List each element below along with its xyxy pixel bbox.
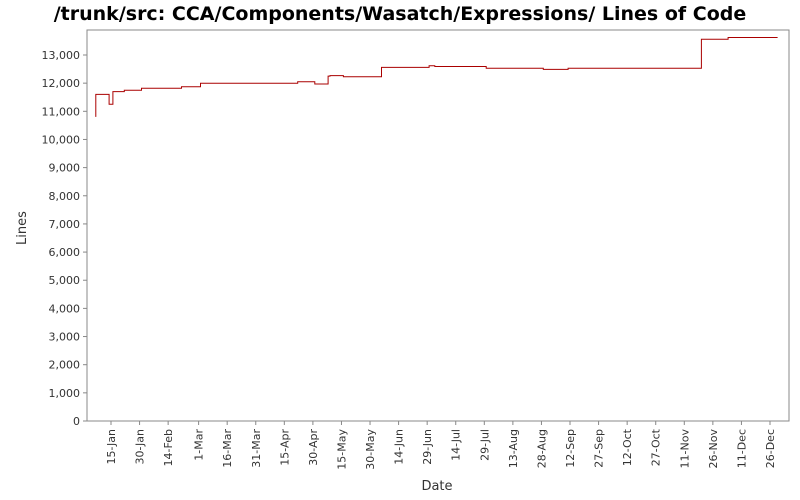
x-tick-label: 29-Jun [421, 429, 434, 465]
y-tick-label: 10,000 [42, 133, 81, 146]
x-tick-label: 14-Jun [393, 429, 406, 465]
y-tick-label: 0 [73, 415, 80, 428]
y-tick-label: 8,000 [49, 190, 81, 203]
x-tick-label: 27-Sep [593, 429, 606, 468]
y-axis-label: Lines [15, 211, 30, 245]
chart-title: /trunk/src: CCA/Components/Wasatch/Expre… [53, 3, 747, 25]
y-tick-label: 12,000 [42, 77, 81, 90]
x-tick-label: 28-Aug [535, 429, 548, 468]
y-tick-label: 5,000 [49, 274, 81, 287]
x-axis-label: Date [421, 479, 452, 494]
x-tick-label: 12-Oct [621, 428, 634, 466]
x-tick-label: 15-May [335, 429, 348, 470]
x-tick-label: 16-Mar [221, 429, 234, 468]
x-tick-label: 31-Mar [250, 429, 263, 468]
x-tick-label: 29-Jul [478, 429, 491, 461]
y-tick-label: 7,000 [49, 218, 81, 231]
series-line [95, 37, 778, 117]
y-tick-label: 1,000 [49, 387, 81, 400]
x-tick-label: 12-Sep [564, 429, 577, 468]
x-tick-label: 15-Apr [278, 429, 291, 466]
x-tick-label: 11-Dec [735, 429, 748, 468]
x-tick-label: 26-Nov [707, 429, 720, 469]
x-tick-label: 15-Jan [105, 429, 118, 465]
y-tick-label: 11,000 [42, 105, 81, 118]
x-tick-label: 11-Nov [678, 429, 691, 469]
y-tick-label: 6,000 [49, 246, 81, 259]
plot-area [86, 29, 790, 422]
y-tick-label: 4,000 [49, 302, 81, 315]
x-tick-label: 14-Feb [162, 429, 175, 466]
x-tick-label: 30-Apr [307, 429, 320, 466]
x-tick-label: 30-Jan [134, 429, 147, 465]
x-tick-label: 30-May [364, 429, 377, 470]
y-tick-label: 2,000 [49, 359, 81, 372]
y-tick-label: 3,000 [49, 331, 81, 344]
x-tick-label: 1-Mar [193, 429, 206, 461]
x-tick-label: 26-Dec [764, 429, 777, 468]
x-tick-label: 27-Oct [650, 428, 663, 466]
x-tick-label: 13-Aug [507, 429, 520, 468]
y-tick-label: 9,000 [49, 162, 81, 175]
x-tick-label: 14-Jul [450, 429, 463, 461]
y-tick-label: 13,000 [42, 49, 81, 62]
